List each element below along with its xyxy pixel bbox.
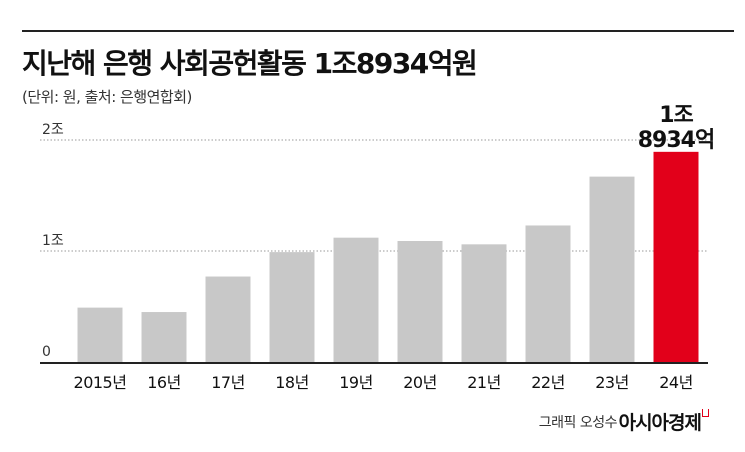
x-tick-label: 16년: [147, 373, 181, 392]
x-tick-label: 20년: [403, 373, 437, 392]
bar: [205, 276, 251, 362]
chart-subtitle: (단위: 원, 출처: 은행연합회): [22, 88, 192, 106]
x-tick-label: 18년: [275, 373, 309, 392]
graphic-credit: 그래픽 오성수: [538, 415, 618, 431]
bar-value-label: 8934억: [638, 128, 714, 153]
x-tick-label: 2015년: [74, 373, 127, 392]
y-tick-label: 2조: [42, 122, 64, 138]
bar-value-label: 1조: [659, 103, 693, 128]
y-tick-label: 0: [42, 344, 51, 360]
bar: [333, 237, 379, 362]
x-tick-label: 22년: [531, 373, 565, 392]
bar: [589, 176, 635, 362]
top-rule: [22, 30, 734, 32]
y-tick-label: 1조: [42, 233, 64, 249]
bar: [77, 307, 123, 362]
bar: [397, 241, 443, 362]
bar: [141, 312, 187, 362]
brand-logo: 아시아경제: [618, 412, 702, 434]
bar: [269, 252, 315, 362]
bar: [461, 244, 507, 362]
x-tick-label: 24년: [659, 373, 693, 392]
x-tick-label: 21년: [467, 373, 501, 392]
bar: [653, 151, 699, 362]
x-tick-label: 17년: [211, 373, 245, 392]
brand-mark-icon: [702, 409, 709, 417]
x-tick-label: 23년: [595, 373, 629, 392]
bar: [525, 225, 571, 362]
x-tick-label: 19년: [339, 373, 373, 392]
chart-title: 지난해 은행 사회공헌활동 1조8934억원: [22, 47, 478, 80]
